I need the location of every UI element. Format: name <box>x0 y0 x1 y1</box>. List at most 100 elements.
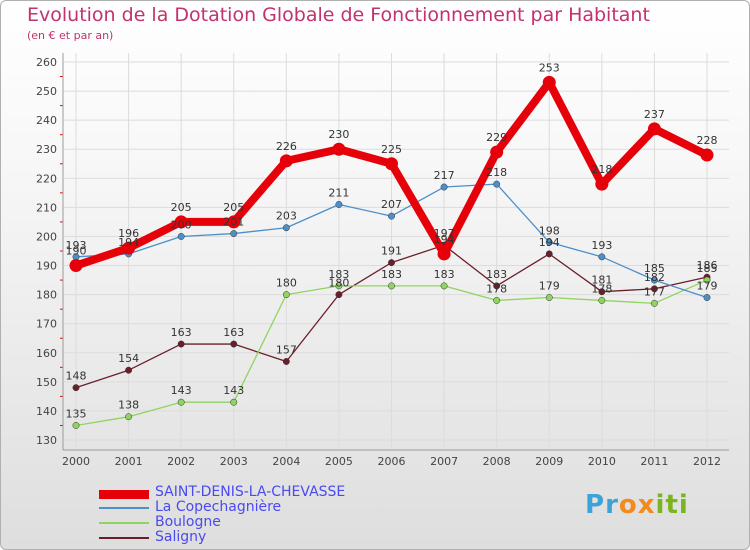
data-point <box>230 340 238 348</box>
x-tick-label: 2003 <box>220 455 248 468</box>
data-point <box>595 177 609 191</box>
data-point <box>493 282 501 290</box>
data-label: 186 <box>697 259 718 272</box>
x-tick-label: 2011 <box>640 455 668 468</box>
data-point <box>332 142 346 156</box>
data-label: 218 <box>591 163 612 176</box>
data-label: 181 <box>591 274 612 287</box>
x-tick-label: 2002 <box>167 455 195 468</box>
data-label: 178 <box>486 282 507 295</box>
legend-label-copechagniere: La Copechagnière <box>155 499 282 515</box>
x-tick-label: 2004 <box>272 455 300 468</box>
y-tick-label: 160 <box>36 347 57 360</box>
legend-label-boulogne: Boulogne <box>155 514 221 530</box>
data-label: 138 <box>118 399 139 412</box>
logo-letter: P <box>585 490 606 520</box>
data-point <box>69 259 83 273</box>
data-point <box>650 299 658 307</box>
data-label: 163 <box>223 326 244 339</box>
data-point <box>282 358 290 365</box>
logo-letter: x <box>637 490 656 520</box>
data-point <box>335 282 343 290</box>
data-point <box>647 122 661 136</box>
data-point <box>700 148 714 162</box>
y-tick-label: 250 <box>36 85 57 98</box>
data-label: 185 <box>644 262 665 275</box>
data-point <box>703 276 711 284</box>
data-point <box>282 224 290 232</box>
data-point <box>279 154 293 168</box>
data-point <box>440 282 448 290</box>
data-label: 135 <box>66 407 87 420</box>
y-tick-label: 190 <box>36 260 57 273</box>
data-label: 196 <box>118 227 139 240</box>
data-point <box>177 398 185 406</box>
data-point <box>598 253 606 261</box>
data-label: 198 <box>539 224 560 237</box>
data-label: 163 <box>171 326 192 339</box>
data-point <box>545 238 553 246</box>
x-tick-label: 2008 <box>483 455 511 468</box>
data-point <box>230 398 238 406</box>
data-point <box>437 247 451 261</box>
data-label: 180 <box>276 277 297 290</box>
data-label: 194 <box>118 236 139 249</box>
data-label: 201 <box>223 216 244 229</box>
data-label: 178 <box>591 282 612 295</box>
y-tick-label: 240 <box>36 114 57 127</box>
y-tick-label: 130 <box>36 434 57 447</box>
data-label: 237 <box>644 108 665 121</box>
x-tick-label: 2009 <box>535 455 563 468</box>
logo-letter: t <box>665 490 679 520</box>
data-point <box>388 282 395 290</box>
data-label: 229 <box>486 131 507 144</box>
data-label: 143 <box>171 384 192 397</box>
data-label: 194 <box>434 233 455 246</box>
data-point <box>703 294 711 301</box>
chart-title: Evolution de la Dotation Globale de Fonc… <box>27 4 650 26</box>
data-label: 230 <box>328 128 349 141</box>
y-tick-label: 210 <box>36 201 57 214</box>
data-point <box>650 285 658 293</box>
proxiti-logo: Proxiti <box>585 490 689 520</box>
data-point <box>493 180 501 188</box>
data-label: 225 <box>381 143 402 156</box>
axes: 130 140 150 160 170 180 190 200 210 220 230 240 250 2… <box>36 53 729 468</box>
x-tick-label: 2006 <box>378 455 406 468</box>
data-label: 179 <box>539 280 560 293</box>
data-point <box>335 201 343 208</box>
legend-swatch-copechagniere <box>99 507 149 509</box>
data-label: 157 <box>276 343 297 356</box>
data-label: 191 <box>381 245 402 258</box>
x-tick-label: 2001 <box>115 455 143 468</box>
legend-swatch-saint-denis <box>99 490 149 499</box>
data-label: 183 <box>328 268 349 281</box>
data-point <box>490 145 504 159</box>
y-tick-label: 150 <box>36 376 57 389</box>
legend-label-saint-denis: SAINT-DENIS-LA-CHEVASSE <box>155 484 346 500</box>
y-tick-label: 220 <box>36 172 57 185</box>
data-label: 205 <box>223 201 244 214</box>
data-point <box>388 259 395 267</box>
data-label: 193 <box>66 239 87 252</box>
data-label: 148 <box>66 370 87 383</box>
data-label: 217 <box>434 169 455 182</box>
y-tick-label: 170 <box>36 318 57 331</box>
data-label: 205 <box>171 201 192 214</box>
data-point <box>542 75 556 89</box>
data-point <box>282 291 290 299</box>
legend-label-saligny: Saligny <box>155 529 207 545</box>
data-point <box>125 366 133 374</box>
x-tick-label: 2010 <box>588 455 616 468</box>
x-tick-label: 2005 <box>325 455 353 468</box>
data-point <box>177 340 185 348</box>
data-label: 183 <box>486 268 507 281</box>
data-point <box>385 157 398 171</box>
data-label: 190 <box>66 245 87 258</box>
x-tick-label: 2007 <box>430 455 458 468</box>
data-point <box>177 233 185 240</box>
y-tick-label: 180 <box>36 289 57 302</box>
data-label: 183 <box>381 268 402 281</box>
data-label: 177 <box>644 285 665 298</box>
